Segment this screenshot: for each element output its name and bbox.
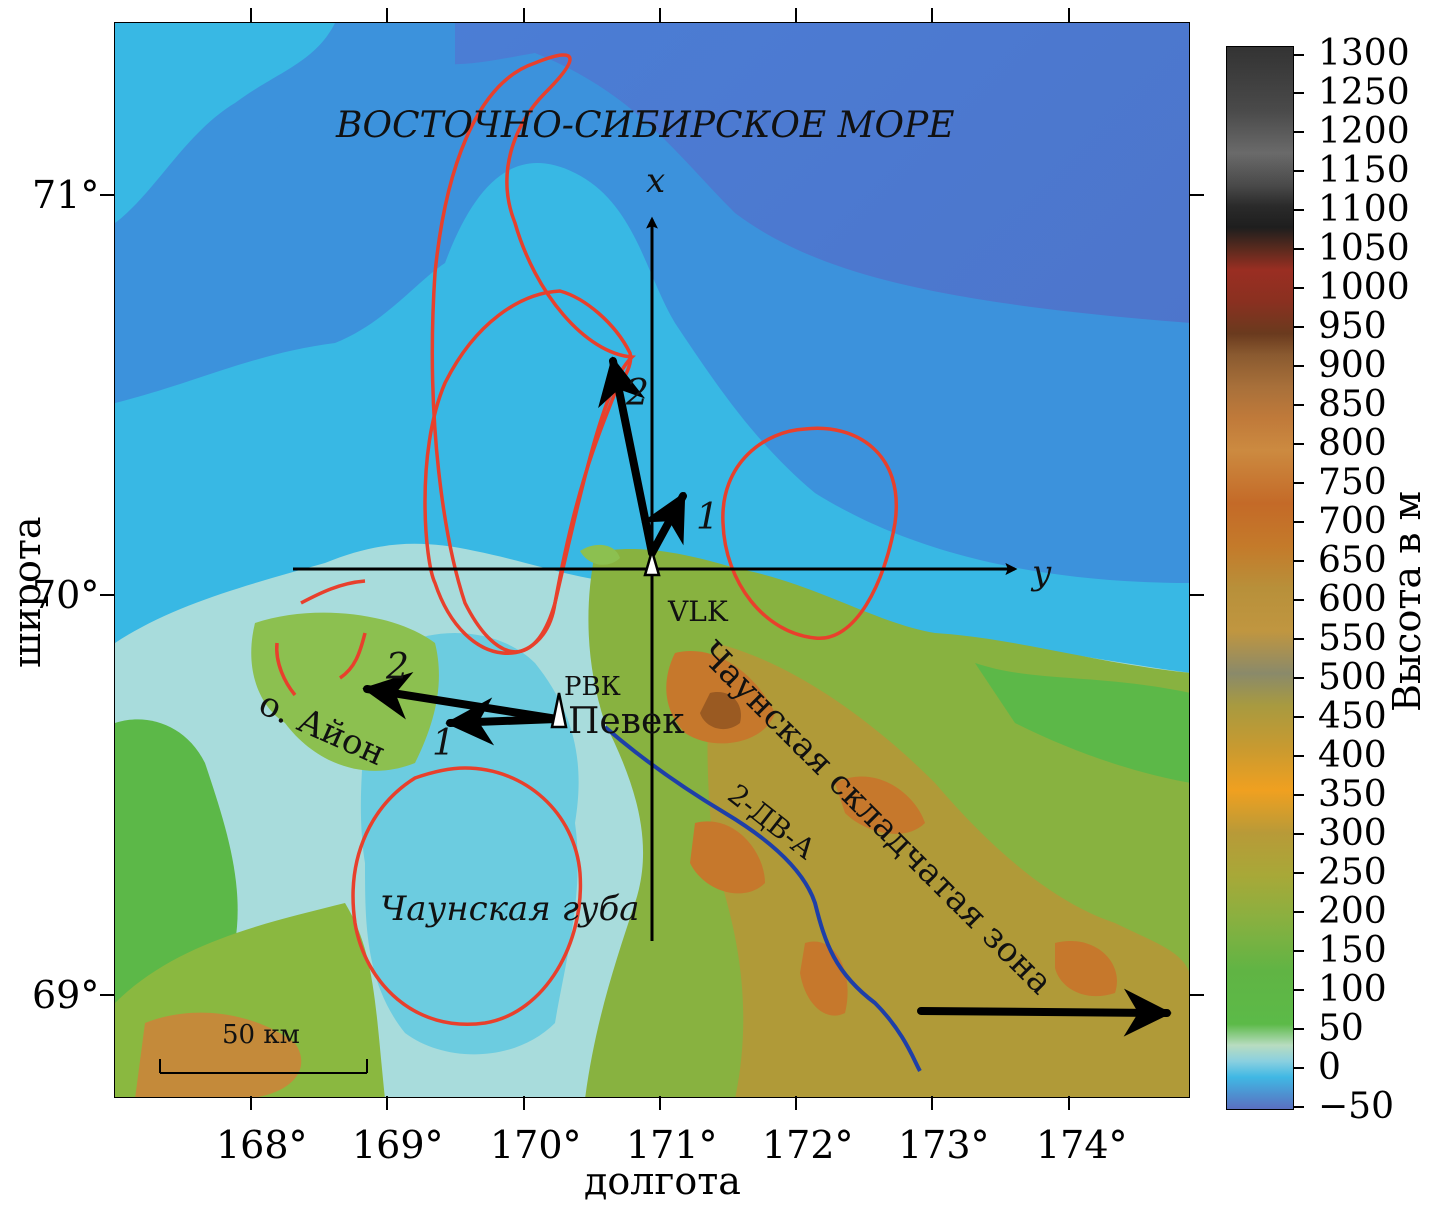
colorbar-label: 0 <box>1318 1047 1341 1088</box>
colorbar-label: 900 <box>1318 345 1387 386</box>
colorbar-label: 1200 <box>1318 111 1410 152</box>
x-tick-label: 172° <box>762 1123 854 1167</box>
colorbar-label: 150 <box>1318 930 1387 971</box>
station-pvk-marker <box>550 692 568 729</box>
colorbar-label: 1000 <box>1318 267 1410 308</box>
colorbar-label: 1150 <box>1318 150 1410 191</box>
x-axis-title: долгота <box>584 1159 741 1203</box>
axis-y-label: y <box>1032 553 1052 593</box>
colorbar-label: 950 <box>1318 306 1387 347</box>
axis-x-label: x <box>646 161 666 201</box>
colorbar-label: 50 <box>1318 1008 1364 1049</box>
x-tick-label: 173° <box>898 1123 990 1167</box>
colorbar-label: 850 <box>1318 384 1387 425</box>
vector-arrows <box>362 356 1172 1037</box>
station-pvk-label: РВК <box>564 672 621 702</box>
colorbar-label: 400 <box>1318 735 1387 776</box>
colorbar-label: 750 <box>1318 462 1387 503</box>
colorbar-label: 650 <box>1318 540 1387 581</box>
map-frame <box>114 22 1190 1098</box>
y-tick-label: 70° <box>32 573 100 617</box>
sea-label: ВОСТОЧНО-СИБИРСКОЕ МОРЕ <box>336 105 955 146</box>
ayon-island <box>251 612 439 771</box>
y-tick-label: 69° <box>32 973 100 1017</box>
colorbar-label: 1050 <box>1318 228 1410 269</box>
colorbar-label: 350 <box>1318 774 1387 815</box>
colorbar-label: 250 <box>1318 852 1387 893</box>
profile-line <box>603 725 922 1073</box>
colorbar-label: 700 <box>1318 501 1387 542</box>
scale-label: 50 км <box>222 1020 300 1050</box>
colorbar-label: 1300 <box>1318 33 1410 74</box>
x-tick-label: 170° <box>490 1123 582 1167</box>
colorbar-label: 550 <box>1318 618 1387 659</box>
x-tick-label: 174° <box>1036 1123 1128 1167</box>
colorbar-label: 800 <box>1318 423 1387 464</box>
city-label: Певек <box>568 701 685 742</box>
arrow-label-1-pvk: 1 <box>432 723 455 764</box>
colorbar-label: 200 <box>1318 891 1387 932</box>
arrow-label-1-vlk: 1 <box>696 497 719 538</box>
bay-label: Чаунская губа <box>380 889 640 929</box>
arrow-label-2-vlk: 2 <box>626 373 649 414</box>
colorbar-label: 1250 <box>1318 72 1410 113</box>
topographic-map <box>115 23 1189 1097</box>
x-tick-label: 168° <box>216 1123 308 1167</box>
station-vlk-marker <box>643 546 661 577</box>
y-tick-label: 71° <box>32 173 100 217</box>
y-axis-title: широта <box>5 516 49 668</box>
colorbar-label: 300 <box>1318 813 1387 854</box>
elevation-colorbar <box>1226 46 1294 1110</box>
scale-bar <box>159 1059 368 1074</box>
colorbar-label: 500 <box>1318 657 1387 698</box>
station-vlk-label: VLK <box>668 595 728 628</box>
x-tick-label: 169° <box>352 1123 444 1167</box>
colorbar-label: −50 <box>1318 1086 1394 1127</box>
colorbar-title: Высота в м <box>1385 490 1429 712</box>
x-tick-label: 171° <box>626 1123 718 1167</box>
colorbar-label: 100 <box>1318 969 1387 1010</box>
red-contours <box>275 53 898 1026</box>
colorbar-label: 1100 <box>1318 189 1410 230</box>
colorbar-label: 600 <box>1318 579 1387 620</box>
colorbar-label: 450 <box>1318 696 1387 737</box>
arrow-label-2-pvk: 2 <box>386 647 409 688</box>
